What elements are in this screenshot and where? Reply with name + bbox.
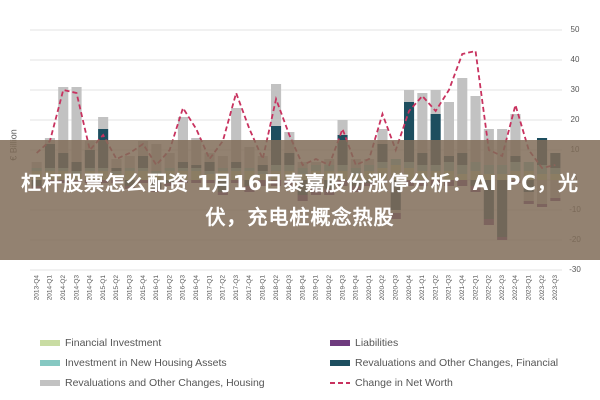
y-tick-label: 30 xyxy=(571,85,580,94)
x-tick-label: 2017-Q1 xyxy=(206,275,213,301)
bar-segment xyxy=(270,84,282,126)
bar-segment xyxy=(443,102,455,156)
legend-label: Revaluations and Other Changes, Housing xyxy=(65,377,265,389)
x-tick-label: 2022-Q4 xyxy=(512,275,519,301)
legend-swatch xyxy=(330,340,350,346)
x-tick-label: 2017-Q3 xyxy=(233,275,240,301)
x-tick-label: 2018-Q2 xyxy=(273,275,280,301)
x-tick-label: 2016-Q2 xyxy=(166,275,173,301)
x-tick-label: 2020-Q4 xyxy=(406,275,413,301)
bar-segment xyxy=(58,87,69,153)
legend-swatch xyxy=(330,360,350,366)
x-tick-label: 2014-Q4 xyxy=(87,275,94,301)
x-tick-label: 2015-Q1 xyxy=(100,275,107,301)
legend-label: Investment in New Housing Assets xyxy=(65,357,227,369)
x-tick-label: 2019-Q3 xyxy=(339,275,346,301)
legend-label: Liabilities xyxy=(355,337,398,349)
legend-swatch xyxy=(40,360,60,366)
x-tick-label: 2015-Q3 xyxy=(126,275,133,301)
x-tick-label: 2023-Q2 xyxy=(539,275,546,301)
bar-segment xyxy=(430,90,441,114)
bar-segment xyxy=(430,114,441,165)
bar-segment xyxy=(71,87,82,162)
bar-segment xyxy=(510,114,521,156)
x-tick-label: 2023-Q3 xyxy=(552,275,559,301)
x-tick-label: 2013-Q4 xyxy=(33,275,40,301)
bar-segment xyxy=(98,117,109,129)
bar-segment xyxy=(403,90,415,102)
x-tick-label: 2019-Q4 xyxy=(353,275,360,301)
banner-text: 杠杆股票怎么配资 1月16日泰嘉股份涨停分析：AI PC，光伏，充电桩概念热股 xyxy=(21,171,579,229)
bar-segment xyxy=(470,96,481,162)
x-tick-label: 2014-Q3 xyxy=(73,275,80,301)
x-tick-label: 2016-Q3 xyxy=(180,275,187,301)
x-tick-label: 2018-Q1 xyxy=(259,275,266,301)
bar-segment xyxy=(231,108,242,162)
x-tick-label: 2021-Q1 xyxy=(419,275,426,301)
legend-label: Financial Investment xyxy=(65,337,161,349)
x-tick-label: 2022-Q3 xyxy=(499,275,506,301)
x-tick-label: 2021-Q3 xyxy=(446,275,453,301)
x-tick-label: 2014-Q2 xyxy=(60,275,67,301)
bar-segment xyxy=(417,93,428,153)
legend-label: Change in Net Worth xyxy=(355,377,453,389)
legend-label: Revaluations and Other Changes, Financia… xyxy=(355,357,558,369)
x-tick-label: 2022-Q1 xyxy=(472,275,479,301)
x-tick-label: 2016-Q1 xyxy=(153,275,160,301)
x-tick-label: 2019-Q2 xyxy=(326,275,333,301)
y-tick-label: -30 xyxy=(569,265,581,274)
x-tick-label: 2014-Q1 xyxy=(47,275,54,301)
x-tick-label: 2022-Q2 xyxy=(486,275,493,301)
x-tick-label: 2020-Q1 xyxy=(366,275,373,301)
x-tick-label: 2020-Q2 xyxy=(379,275,386,301)
x-tick-label: 2018-Q3 xyxy=(286,275,293,301)
legend-swatch xyxy=(40,340,60,346)
x-tick-label: 2020-Q3 xyxy=(392,275,399,301)
x-tick-label: 2015-Q4 xyxy=(140,275,147,301)
bar-segment xyxy=(457,78,468,153)
x-tick-label: 2018-Q4 xyxy=(299,275,306,301)
x-tick-label: 2023-Q1 xyxy=(525,275,532,301)
x-tick-label: 2017-Q4 xyxy=(246,275,253,301)
bar-segment xyxy=(377,129,388,144)
banner: 杠杆股票怎么配资 1月16日泰嘉股份涨停分析：AI PC，光伏，充电桩概念热股 xyxy=(0,140,600,260)
x-tick-label: 2021-Q4 xyxy=(459,275,466,301)
x-tick-label: 2015-Q2 xyxy=(113,275,120,301)
bar-segment xyxy=(177,117,189,162)
x-tick-label: 2021-Q2 xyxy=(432,275,439,301)
bar-segment xyxy=(337,120,348,135)
x-tick-label: 2016-Q4 xyxy=(193,275,200,301)
legend-swatch xyxy=(40,380,60,386)
x-tick-label: 2019-Q1 xyxy=(313,275,320,301)
x-tick-label: 2017-Q2 xyxy=(220,275,227,301)
bar-segment xyxy=(403,102,415,162)
y-tick-label: 20 xyxy=(571,115,580,124)
y-tick-label: 40 xyxy=(571,55,580,64)
y-tick-label: 50 xyxy=(571,25,580,34)
